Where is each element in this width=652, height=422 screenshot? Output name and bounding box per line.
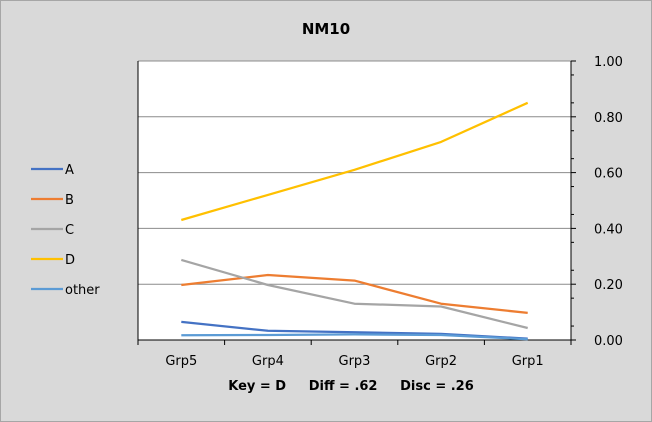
- legend-label-d: D: [65, 253, 75, 268]
- legend-label-c: C: [65, 223, 74, 238]
- axes: [137, 60, 576, 345]
- legend-label-b: B: [65, 193, 74, 208]
- tick-labels: 0.00 0.20 0.40 0.60 0.80 1.00 Grp5 Grp4 Grp3 Grp2…: [165, 55, 623, 369]
- series-line-c: [180, 258, 528, 330]
- series-line-b: [181, 273, 528, 315]
- x-tick-label-grp3: Grp3: [339, 354, 371, 369]
- y-tick-label-3: 0.60: [594, 167, 623, 182]
- x-tick-label-grp5: Grp5: [165, 354, 197, 369]
- legend-label-other: other: [65, 283, 100, 298]
- x-tick-label-grp2: Grp2: [425, 354, 457, 369]
- y-tick-label-5: 1.00: [594, 55, 623, 70]
- stats-line: Key = D Diff = .62 Disc = .26: [228, 379, 474, 394]
- legend-label-a: A: [65, 163, 74, 178]
- y-tick-label-2: 0.40: [594, 222, 623, 237]
- series-lines: [180, 101, 529, 341]
- x-tick-label-grp1: Grp1: [512, 354, 544, 369]
- series-line-d: [180, 101, 529, 222]
- y-tick-label-0: 0.00: [594, 334, 623, 349]
- series-line-other: [181, 333, 528, 341]
- plot-area: [138, 61, 571, 340]
- x-tick-label-grp4: Grp4: [252, 354, 284, 369]
- y-tick-label-4: 0.80: [594, 111, 623, 126]
- chart-title: NM10: [302, 20, 350, 38]
- y-tick-label-1: 0.20: [594, 278, 623, 293]
